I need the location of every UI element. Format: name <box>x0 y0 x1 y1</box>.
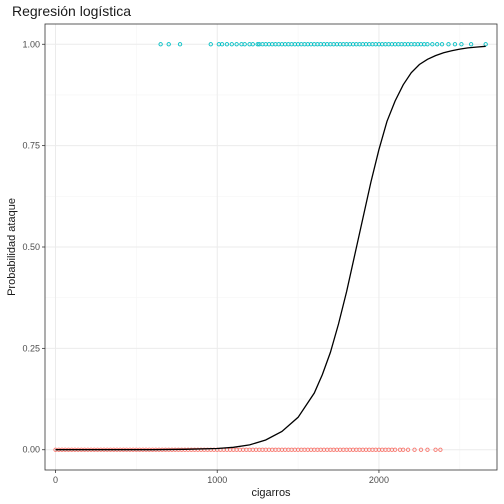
y-tick-label: 0.00 <box>22 445 40 455</box>
y-tick-label: 0.25 <box>22 343 40 353</box>
chart-title: Regresión logística <box>12 3 131 19</box>
logistic-curve-line <box>56 46 486 449</box>
x-axis: 0 1000 2000 <box>53 470 389 485</box>
x-tick-label: 1000 <box>207 475 227 485</box>
x-tick-label: 2000 <box>369 475 389 485</box>
y-axis-label: Probabilidad ataque <box>6 198 18 296</box>
y-axis: 0.00 0.25 0.50 0.75 1.00 <box>22 39 45 454</box>
y-tick-label: 1.00 <box>22 39 40 49</box>
x-tick-label: 0 <box>53 475 58 485</box>
y-tick-label: 0.75 <box>22 141 40 151</box>
x-axis-label: cigarros <box>251 487 291 499</box>
plot-panel <box>45 24 497 470</box>
y-tick-label: 0.50 <box>22 242 40 252</box>
major-grid <box>45 24 497 470</box>
